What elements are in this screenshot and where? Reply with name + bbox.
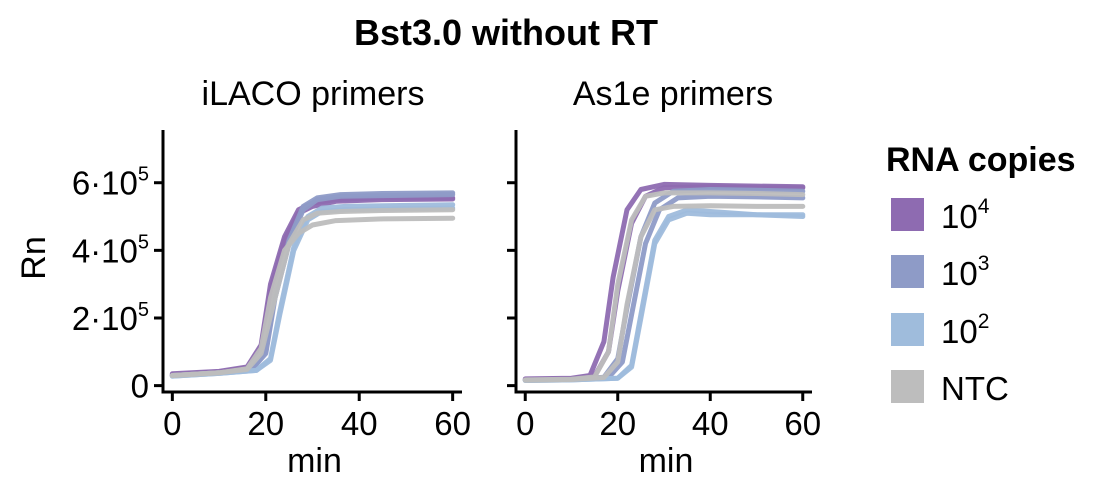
series-line xyxy=(522,203,806,383)
panel-1: iLACO primers 0 2·105 4·105 6·105 0 20 40 60 min xyxy=(72,75,471,478)
legend-item: 103 xyxy=(891,252,989,292)
y-tick-label: 2·105 xyxy=(72,299,149,337)
legend: 104 103 102 NTC xyxy=(891,195,1009,407)
x-tick-label: 0 xyxy=(163,405,181,442)
legend-key xyxy=(891,255,924,288)
x-tick-label: 60 xyxy=(434,405,471,442)
y-tick-label: 0 xyxy=(131,368,149,405)
series-line xyxy=(522,207,806,383)
legend-key xyxy=(891,313,924,346)
legend-item: NTC xyxy=(891,370,1009,407)
x-tick-label: 0 xyxy=(516,405,534,442)
series-line xyxy=(169,207,456,378)
legend-item: 102 xyxy=(891,310,989,350)
facet-label: iLACO primers xyxy=(202,75,425,113)
x-tick-label: 20 xyxy=(247,405,284,442)
series-line xyxy=(169,215,456,378)
y-tick-label: 6·105 xyxy=(72,164,149,202)
series-line xyxy=(169,205,456,379)
legend-label: 103 xyxy=(941,252,989,292)
x-axis-title: min xyxy=(287,442,342,478)
x-tick-label: 40 xyxy=(341,405,378,442)
series-line xyxy=(522,187,806,383)
y-tick-label: 4·105 xyxy=(72,231,149,269)
chart-title: Bst3.0 without RT xyxy=(354,12,658,53)
panel-2: As1e primers 0 20 40 60 min xyxy=(507,75,821,478)
x-axis-title: min xyxy=(639,442,694,478)
legend-label: 104 xyxy=(941,195,990,235)
facet-label: As1e primers xyxy=(573,75,773,113)
series-line xyxy=(169,192,456,378)
legend-label: NTC xyxy=(941,370,1009,407)
legend-key xyxy=(891,198,924,231)
x-tick-label: 60 xyxy=(784,405,821,442)
series-line xyxy=(169,202,456,379)
legend-label: 102 xyxy=(941,310,989,350)
legend-key xyxy=(891,370,924,403)
x-tick-label: 40 xyxy=(692,405,729,442)
x-tick-label: 20 xyxy=(599,405,636,442)
y-axis-title: Rn xyxy=(15,236,53,279)
series-line xyxy=(522,210,806,383)
legend-title: RNA copies xyxy=(886,141,1076,179)
legend-item: 104 xyxy=(891,195,990,235)
